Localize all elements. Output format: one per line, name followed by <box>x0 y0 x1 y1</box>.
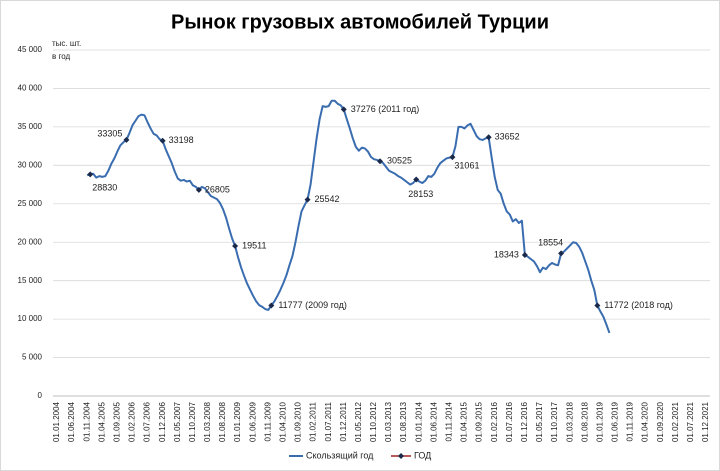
y-tick-label: 45 000 <box>18 45 43 54</box>
y-tick-label: 10 000 <box>18 314 43 323</box>
series-line <box>86 99 611 334</box>
x-tick-label: 01.04.2015 <box>460 401 469 442</box>
x-tick-label: 01.08.2013 <box>399 401 408 442</box>
data-label: 33652 <box>495 132 520 142</box>
x-tick-label: 01.04.2020 <box>641 401 650 442</box>
y-tick-label: 20 000 <box>18 237 43 246</box>
x-tick-label: 01.10.2017 <box>550 401 559 442</box>
x-tick-label: 01.12.2006 <box>158 401 167 442</box>
x-tick-label: 01.11.2009 <box>263 401 272 441</box>
data-label: 37276 (2011 год) <box>351 104 420 114</box>
y-unit: тыс. шт. <box>52 39 81 48</box>
x-tick-label: 01.07.2006 <box>143 401 152 442</box>
x-tick-label: 01.09.2015 <box>475 401 484 442</box>
x-tick-label: 01.07.2021 <box>686 401 695 442</box>
x-tick-label: 01.05.2007 <box>173 401 182 442</box>
x-tick-label: 01.11.2004 <box>82 401 91 441</box>
data-label: 31061 <box>454 161 479 171</box>
year-marker <box>159 137 166 144</box>
year-marker <box>413 176 420 183</box>
x-tick-label: 01.09.2020 <box>656 401 665 442</box>
x-tick-label: 01.06.2019 <box>611 401 620 442</box>
x-tick-label: 01.01.2004 <box>52 401 61 442</box>
year-marker <box>340 106 347 113</box>
data-label: 11772 (2018 год) <box>604 300 673 310</box>
year-marker <box>87 171 94 178</box>
data-label: 25542 <box>315 194 340 204</box>
year-marker <box>268 302 275 309</box>
x-tick-label: 01.03.2008 <box>203 401 212 442</box>
chart-title: Рынок грузовых автомобилей Турции <box>171 11 549 33</box>
y-tick-label: 35 000 <box>18 122 43 131</box>
year-marker <box>304 196 311 203</box>
x-tick-label: 01.10.2012 <box>369 401 378 442</box>
x-tick-label: 01.06.2009 <box>248 401 257 442</box>
y-tick-label: 0 <box>38 391 43 400</box>
x-tick-label: 01.11.2019 <box>626 401 635 441</box>
y-tick-label: 5 000 <box>22 353 43 362</box>
legend-label: ГОД <box>414 450 431 460</box>
data-label: 33305 <box>97 128 122 138</box>
legend-label: Скользящий год <box>306 450 374 460</box>
x-tick-label: 01.01.2009 <box>233 401 242 442</box>
x-tick-label: 01.06.2004 <box>67 401 76 442</box>
year-marker <box>376 158 383 165</box>
x-tick-label: 01.05.2017 <box>535 401 544 442</box>
year-marker <box>123 136 130 143</box>
data-label: 26805 <box>205 184 230 194</box>
x-tick-label: 01.06.2014 <box>429 401 438 442</box>
data-label: 18554 <box>538 238 563 248</box>
x-tick-label: 01.05.2012 <box>354 401 363 442</box>
data-label: 11777 (2009 год) <box>278 300 347 310</box>
year-marker <box>449 154 456 161</box>
x-tick-label: 01.02.2016 <box>490 401 499 442</box>
plot: 28830 33305 33198 26805 19511 11777 (2009 год… <box>86 99 673 334</box>
x-tick-label: 01.03.2018 <box>565 401 574 442</box>
x-tick-label: 01.08.2018 <box>580 401 589 442</box>
x-tick-label: 01.07.2016 <box>505 401 514 442</box>
x-tick-label: 01.11.2014 <box>445 401 454 441</box>
legend-swatch-marker <box>398 453 404 459</box>
x-tick-label: 01.12.2021 <box>701 401 710 442</box>
data-label: 30525 <box>387 156 412 166</box>
x-tick-label: 01.09.2005 <box>112 401 121 442</box>
x-tick-label: 01.10.2007 <box>188 401 197 442</box>
year-marker <box>195 186 202 193</box>
x-tick-label: 01.02.2011 <box>309 401 318 441</box>
data-label: 19511 <box>242 240 266 250</box>
y-tick-label: 25 000 <box>18 199 43 208</box>
x-tick-label: 01.04.2010 <box>279 401 288 442</box>
x-tick-label: 01.04.2005 <box>97 401 106 442</box>
x-tick-label: 01.01.2019 <box>595 401 604 442</box>
year-marker <box>558 250 565 257</box>
x-tick-label: 01.12.2011 <box>339 401 348 441</box>
x-tick-label: 01.02.2021 <box>671 401 680 442</box>
y-tick-label: 15 000 <box>18 276 43 285</box>
x-tick-label: 01.01.2014 <box>414 401 423 442</box>
data-label: 28153 <box>408 189 433 199</box>
x-tick-label: 01.12.2016 <box>520 401 529 442</box>
x-tick-label: 01.07.2011 <box>324 401 333 441</box>
year-marker <box>485 134 492 141</box>
grid <box>53 49 710 397</box>
x-tick-label: 01.08.2008 <box>218 401 227 442</box>
x-tick-label: 01.02.2006 <box>128 401 137 442</box>
x-tick-label: 01.09.2010 <box>294 401 303 442</box>
year-marker <box>521 251 528 258</box>
y-tick-label: 40 000 <box>18 84 43 93</box>
data-label: 28830 <box>92 183 117 193</box>
y-unit: в год <box>52 52 70 61</box>
year-marker <box>232 242 239 249</box>
y-tick-label: 30 000 <box>18 160 43 169</box>
year-marker <box>594 302 601 309</box>
data-label: 18343 <box>494 249 519 259</box>
data-label: 33198 <box>169 135 194 145</box>
x-tick-label: 01.03.2013 <box>384 401 393 442</box>
